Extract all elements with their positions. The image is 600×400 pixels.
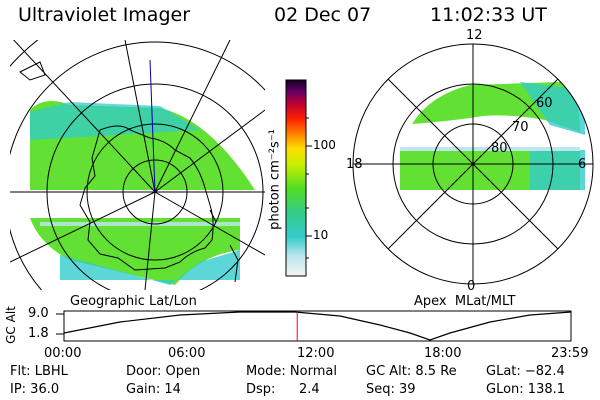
- geo-longitude-status: GLon: 138.1: [486, 382, 566, 397]
- geographic-map-panel: [10, 40, 265, 290]
- altitude-curve: [63, 311, 572, 341]
- mlt-label-noon: 12: [466, 28, 483, 43]
- observation-date: 02 Dec 07: [274, 4, 372, 26]
- colorbar: [285, 79, 312, 277]
- colorbar-tick-10: 10: [313, 228, 329, 242]
- mlat-mlt-panel: [400, 82, 585, 190]
- mlt-label-dusk: 18: [346, 157, 363, 172]
- altitude-tick-high: 9.0: [28, 306, 49, 321]
- mlat-label-80: 80: [491, 141, 508, 156]
- door-status: Door: Open: [126, 364, 201, 379]
- ip-status: IP: 36.0: [10, 382, 60, 397]
- gc-altitude-status: GC Alt: 8.5 Re: [366, 364, 457, 379]
- geo-pole-meridian: [149, 59, 156, 193]
- altitude-tick-low: 1.8: [28, 326, 49, 341]
- sequence-status: Seq: 39: [366, 382, 416, 397]
- altitude-axis-label: GC Alt: [3, 306, 18, 344]
- mlat-label-60: 60: [536, 96, 553, 111]
- geo-coastline-islands: [19, 61, 239, 283]
- colorbar-tick-100: 100: [313, 138, 336, 152]
- mag-auroral-band-nightside-fringe: [530, 150, 585, 190]
- time-tick-1800: 18:00: [424, 346, 462, 361]
- time-tick-0000: 00:00: [44, 346, 82, 361]
- colorbar-unit-label: photon cm⁻²s⁻¹: [267, 129, 283, 230]
- dsp-label: Dsp:: [246, 382, 276, 397]
- time-tick-2359: 23:59: [551, 346, 589, 361]
- dsp-value: 2.4: [299, 382, 320, 397]
- gain-status: Gain: 14: [126, 382, 181, 397]
- mag-auroral-band-halo: [400, 147, 580, 151]
- altitude-plot: [56, 310, 572, 342]
- time-tick-1200: 12:00: [297, 346, 335, 361]
- geo-latitude-status: GLat: −82.4: [486, 364, 565, 379]
- geo-auroral-band-upper-edge: [30, 102, 200, 140]
- geo-longitude-lines: [10, 40, 265, 290]
- mag-grid: [352, 43, 594, 285]
- mlt-label-midnight: 0: [467, 279, 476, 294]
- geo-panel-title: Geographic Lat/Lon: [70, 294, 197, 309]
- mlt-label-dawn: 6: [578, 157, 587, 172]
- geo-coastline: [79, 125, 214, 271]
- observation-time: 11:02:33 UT: [430, 4, 547, 26]
- instrument-title: Ultraviolet Imager: [18, 4, 191, 26]
- geo-auroral-band-lower: [30, 218, 240, 285]
- time-tick-0600: 06:00: [168, 346, 206, 361]
- mlat-label-70: 70: [512, 120, 529, 135]
- mag-auroral-band-dayside-fringe: [520, 82, 585, 135]
- mode-status: Mode: Normal: [246, 364, 337, 379]
- mag-panel-title: Apex MLat/MLT: [414, 294, 516, 309]
- geo-auroral-band-lower-fringe: [60, 250, 240, 285]
- filter-status: Flt: LBHL: [10, 364, 68, 379]
